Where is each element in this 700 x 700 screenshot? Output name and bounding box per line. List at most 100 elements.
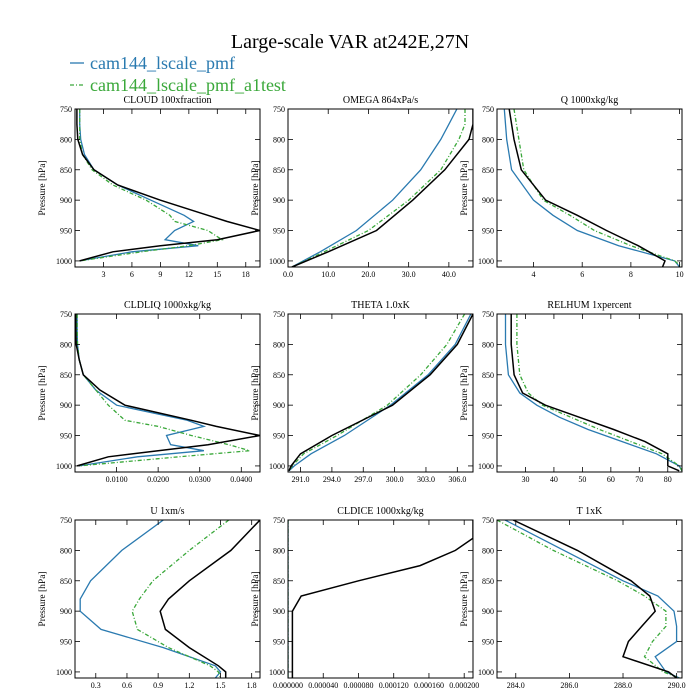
y-tick-label: 900 — [273, 607, 285, 616]
y-axis-label: Pressure [hPa] — [38, 365, 48, 420]
x-tick-label: 284.0 — [507, 681, 525, 690]
x-tick-label: 0.0400 — [230, 475, 252, 484]
y-tick-label: 900 — [482, 607, 494, 616]
x-tick-label: 50 — [578, 475, 586, 484]
series-black-line — [510, 314, 680, 472]
x-tick-label: 10 — [676, 270, 684, 279]
panel-title: CLDICE 1000xkg/kg — [337, 506, 423, 517]
series-black-line — [508, 109, 666, 267]
x-tick-label: 0.0 — [283, 270, 293, 279]
series-green-line — [131, 520, 230, 678]
x-tick-label: 80 — [664, 475, 672, 484]
x-tick-label: 306.0 — [448, 475, 466, 484]
y-tick-label: 1000 — [269, 462, 285, 471]
y-tick-label: 750 — [482, 105, 494, 114]
panel-title: Q 1000xkg/kg — [561, 95, 619, 106]
series-black-line — [288, 314, 473, 472]
plot-frame — [74, 108, 261, 268]
panel-title: RELHUM 1xpercent — [547, 300, 631, 311]
series-black-line — [159, 520, 260, 678]
y-axis-label: Pressure [hPa] — [38, 571, 48, 626]
x-tick-label: 10.0 — [321, 270, 335, 279]
y-tick-label: 950 — [273, 638, 285, 647]
panel-title: OMEGA 864xPa/s — [343, 95, 418, 106]
y-axis-label: Pressure [hPa] — [460, 365, 470, 420]
y-tick-label: 800 — [482, 135, 494, 144]
x-tick-label: 0.3 — [91, 681, 101, 690]
x-tick-label: 0.000200 — [449, 681, 479, 690]
series-blue-line — [504, 314, 682, 472]
y-tick-label: 900 — [60, 401, 72, 410]
y-tick-label: 750 — [482, 516, 494, 525]
y-tick-label: 900 — [273, 401, 285, 410]
series-green-line — [79, 109, 224, 262]
y-tick-label: 750 — [273, 516, 285, 525]
x-tick-label: 12 — [185, 270, 193, 279]
y-tick-label: 750 — [60, 105, 72, 114]
series-black-line — [76, 109, 260, 262]
y-tick-label: 950 — [60, 227, 72, 236]
chart-panel: U 1xm/s Pressure [hPa] 0.3 0.6 0.9 1.2 1.5 1.8 7… — [38, 506, 261, 690]
y-tick-label: 800 — [482, 340, 494, 349]
x-tick-label: 40.0 — [442, 270, 456, 279]
series-blue-line — [79, 520, 222, 678]
y-tick-label: 950 — [60, 638, 72, 647]
y-tick-label: 1000 — [56, 668, 72, 677]
y-tick-label: 850 — [273, 371, 285, 380]
x-tick-label: 0.9 — [153, 681, 163, 690]
y-tick-label: 1000 — [478, 257, 494, 266]
series-black-line — [291, 109, 473, 267]
x-tick-label: 297.0 — [354, 475, 372, 484]
x-tick-label: 6 — [580, 270, 584, 279]
x-tick-label: 4 — [532, 270, 536, 279]
x-tick-label: 20.0 — [361, 270, 375, 279]
legend-label-1: cam144_lscale_pmf — [90, 53, 235, 73]
x-tick-label: 1.5 — [216, 681, 226, 690]
plot-frame — [287, 108, 474, 268]
x-tick-label: 290.0 — [668, 681, 686, 690]
y-tick-label: 900 — [482, 401, 494, 410]
y-tick-label: 900 — [60, 607, 72, 616]
chart-panel: OMEGA 864xPa/s Pressure [hPa] 0.0 10.0 20.0 3… — [251, 95, 474, 279]
x-tick-label: 0.000160 — [414, 681, 444, 690]
series-green-line — [288, 314, 466, 472]
series-blue-line — [288, 314, 472, 472]
x-tick-label: 40 — [550, 475, 558, 484]
y-tick-label: 900 — [273, 196, 285, 205]
y-tick-label: 1000 — [269, 668, 285, 677]
series-blue-line — [76, 314, 207, 467]
x-tick-label: 291.0 — [292, 475, 310, 484]
y-tick-label: 850 — [482, 166, 494, 175]
x-tick-label: 294.0 — [323, 475, 341, 484]
panel-title: CLOUD 100xfraction — [123, 95, 211, 106]
series-green-line — [497, 520, 680, 678]
y-tick-label: 750 — [273, 310, 285, 319]
y-axis-label: Pressure [hPa] — [251, 160, 261, 215]
series-green-line — [513, 109, 682, 267]
x-tick-label: 0.000000 — [273, 681, 303, 690]
x-tick-label: 30 — [521, 475, 529, 484]
x-tick-label: 288.0 — [614, 681, 632, 690]
y-axis-label: Pressure [hPa] — [251, 365, 261, 420]
series-black-line — [75, 314, 260, 467]
x-tick-label: 30.0 — [402, 270, 416, 279]
panel-title: T 1xK — [577, 506, 603, 517]
x-tick-label: 0.000080 — [343, 681, 373, 690]
y-tick-label: 1000 — [56, 462, 72, 471]
series-black-line — [512, 520, 678, 678]
plot-frame — [74, 519, 261, 679]
chart-panel: THETA 1.0xK Pressure [hPa] 291.0 294.0 297.0… — [251, 300, 474, 484]
y-tick-label: 950 — [482, 432, 494, 441]
y-axis-label: Pressure [hPa] — [38, 160, 48, 215]
y-tick-label: 850 — [482, 371, 494, 380]
x-tick-label: 8 — [629, 270, 633, 279]
chart-panel: CLOUD 100xfraction Pressure [hPa] 3 6 9 12 15 1… — [38, 95, 261, 279]
y-tick-label: 950 — [273, 227, 285, 236]
y-tick-label: 1000 — [56, 257, 72, 266]
y-tick-label: 750 — [60, 516, 72, 525]
series-blue-line — [504, 520, 680, 678]
x-tick-label: 303.0 — [417, 475, 435, 484]
y-tick-label: 750 — [60, 310, 72, 319]
y-tick-label: 1000 — [269, 257, 285, 266]
